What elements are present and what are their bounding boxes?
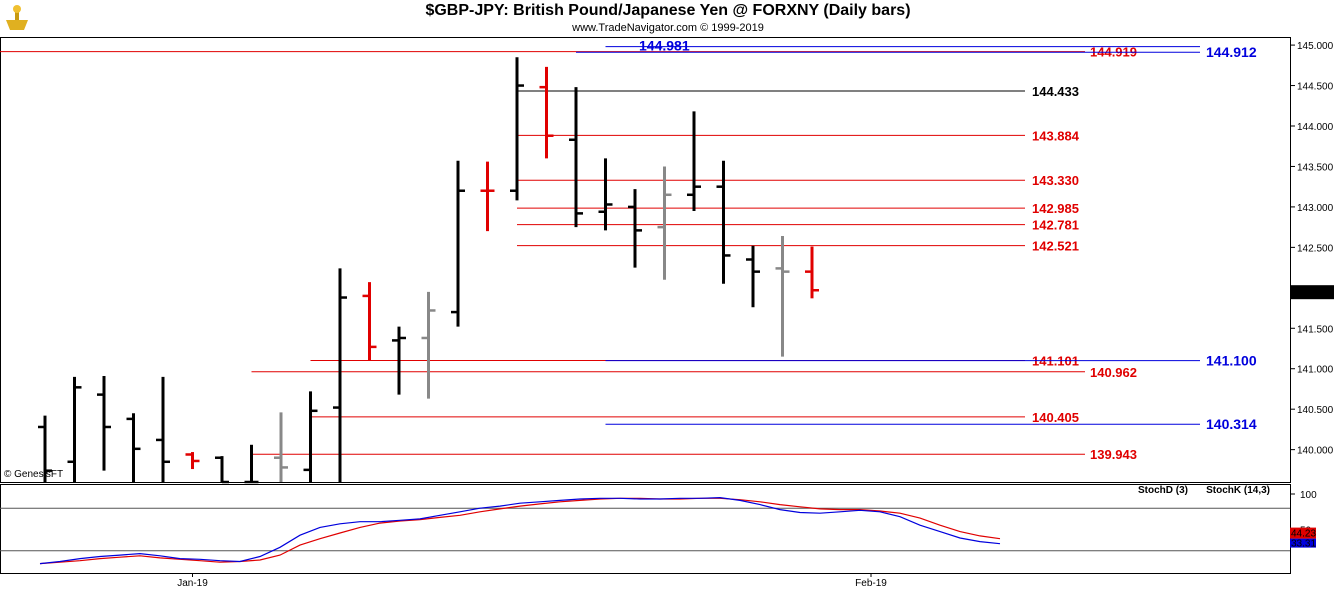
price-panel-frame [0,37,1291,483]
last-price-label: 141.946 [1292,288,1329,299]
stochd-last-label: 44.23 [1291,529,1316,540]
y-tick-label: 140.500 [1297,405,1334,416]
level-label: 140.314 [1206,416,1257,432]
level-label: 143.330 [1032,173,1079,188]
level-label: 139.943 [1090,447,1137,462]
chart-title: $GBP-JPY: British Pound/Japanese Yen @ F… [425,2,911,19]
level-label: 142.781 [1032,218,1079,233]
level-label: 140.405 [1032,410,1079,425]
level-label: 142.521 [1032,239,1079,254]
stochk-last-label: 33.31 [1291,539,1316,550]
y-tick-label: 143.500 [1297,162,1334,173]
chart-subtitle: www.TradeNavigator.com © 1999-2019 [572,22,764,34]
y-tick-label: 140.000 [1297,446,1334,457]
level-label: 142.985 [1032,201,1079,216]
level-label: 140.962 [1090,365,1137,380]
y-tick-label: 145.000 [1297,41,1334,52]
level-label: 144.912 [1206,44,1257,60]
y-tick-label: 144.500 [1297,82,1334,93]
stochd-legend: StochD (3) [1138,485,1188,496]
y-tick-label: 141.500 [1297,324,1334,335]
y-tick-label: 141.000 [1297,365,1334,376]
stochk-legend: StochK (14,3) [1206,485,1270,496]
x-tick-label: Feb-19 [855,578,887,589]
stochk-last-box [1290,538,1316,548]
level-label: 141.100 [1206,353,1257,369]
level-label: 144.433 [1032,84,1079,99]
x-tick-label: Jan-19 [177,578,208,589]
level-label: 143.884 [1032,128,1080,143]
y-tick-label: 142.500 [1297,243,1334,254]
last-price-box [1290,285,1334,300]
level-label: 144.981 [639,38,690,54]
stoch-y-tick-label: 100 [1300,490,1317,501]
stoch-line [39,497,1001,565]
y-tick-label: 143.000 [1297,203,1334,214]
stochd-last-box [1290,527,1316,539]
copyright-label: © GenesisFT [4,469,64,480]
stoch-line [39,496,1001,565]
y-tick-label: 144.000 [1297,122,1334,133]
